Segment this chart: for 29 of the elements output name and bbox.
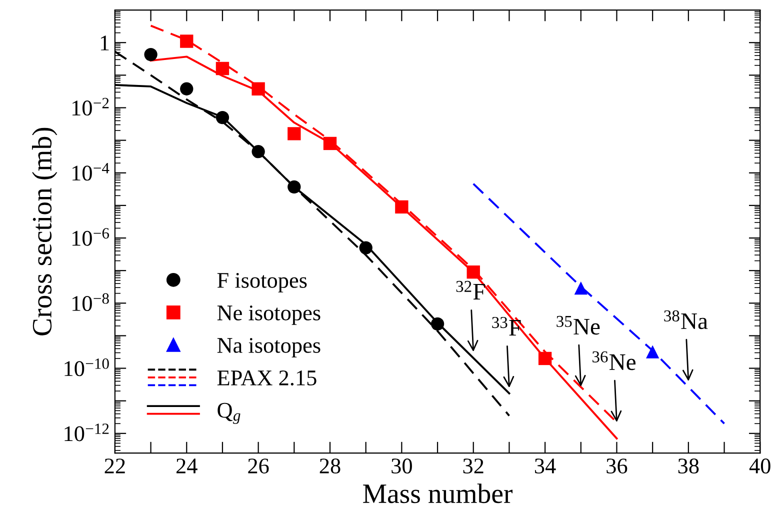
x-tick-label: 22 bbox=[104, 458, 125, 474]
legend-label: Na isotopes bbox=[217, 338, 320, 358]
x-tick-label: 32 bbox=[463, 458, 484, 474]
y-axis-title: Cross section (mb) bbox=[32, 128, 58, 336]
x-tick-label: 36 bbox=[606, 458, 628, 474]
legend-label: F isotopes bbox=[217, 272, 307, 292]
x-tick-label: 38 bbox=[678, 458, 699, 474]
x-tick-label: 24 bbox=[176, 458, 198, 474]
x-axis-title: Mass number bbox=[363, 484, 513, 504]
annotation: $^{33}$F bbox=[492, 316, 521, 336]
y-tick-label: 10$^{−10}$ bbox=[64, 358, 109, 376]
y-tick-label: 10$^{−2}$ bbox=[72, 98, 109, 116]
annotation: $^{36}$Ne bbox=[592, 351, 636, 370]
y-tick-label: 10$^{−6}$ bbox=[72, 228, 110, 246]
legend-label: Ne isotopes bbox=[217, 305, 320, 325]
annotation: $^{38}$Na bbox=[664, 310, 708, 330]
y-tick-label: 10$^{−12}$ bbox=[64, 424, 109, 442]
x-tick-label: 30 bbox=[392, 458, 412, 474]
x-tick-label: 28 bbox=[320, 458, 340, 474]
y-tick-label: 1 bbox=[100, 36, 109, 50]
y-tick-label: 10$^{−8}$ bbox=[72, 293, 109, 312]
legend-label: EPAX 2.15 bbox=[217, 370, 316, 386]
y-tick-label: 10$^{−4}$ bbox=[72, 163, 110, 181]
annotation: $^{35}$Ne bbox=[556, 316, 600, 335]
legend-label: Q$_{g}$ bbox=[218, 402, 240, 424]
x-tick-label: 26 bbox=[248, 458, 269, 474]
x-tick-label: 34 bbox=[535, 458, 556, 474]
x-tick-label: 40 bbox=[749, 458, 770, 474]
annotation: $^{32}$F bbox=[456, 280, 485, 300]
